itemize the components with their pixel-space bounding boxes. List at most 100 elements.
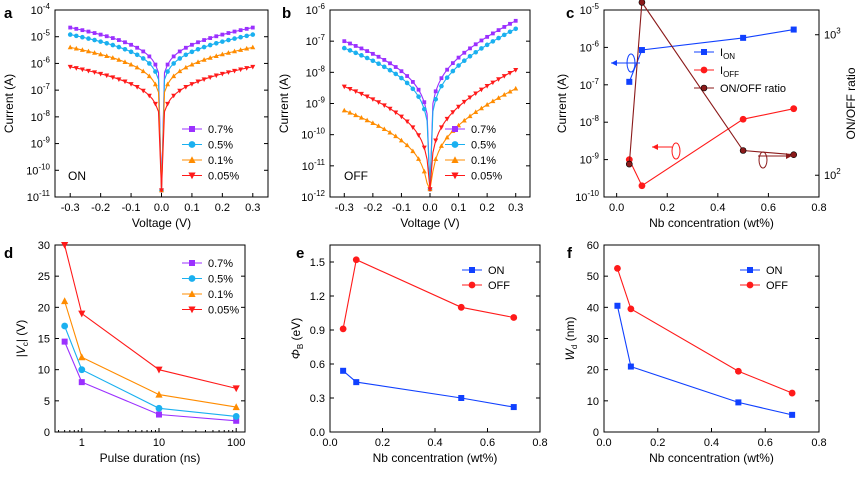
data-point-a-3 bbox=[183, 85, 189, 90]
data-point-a-0 bbox=[250, 25, 255, 30]
x-tick-label-d: 100 bbox=[227, 437, 245, 449]
y-axis-label-c: Current (A) bbox=[555, 74, 569, 133]
data-point-b-2 bbox=[473, 109, 479, 115]
y-tick-label-f: 0 bbox=[593, 427, 599, 439]
y-tick-label-d: 10 bbox=[38, 365, 50, 377]
data-point-b-1 bbox=[450, 68, 456, 74]
y-tick-label-e: 0.3 bbox=[310, 393, 325, 405]
x-tick-label-f: 0.8 bbox=[811, 437, 826, 449]
data-point-a-1 bbox=[244, 33, 249, 39]
data-point-b-3 bbox=[473, 91, 479, 97]
data-point-a-1 bbox=[189, 49, 195, 55]
data-point-a-1 bbox=[220, 39, 225, 44]
data-point-d-2 bbox=[155, 390, 163, 398]
y-tick-label-e: 0.0 bbox=[310, 427, 325, 439]
data-point-a-1 bbox=[74, 33, 79, 39]
data-point-b-3 bbox=[353, 89, 359, 95]
data-point-d-3 bbox=[155, 366, 163, 374]
legend-marker-d-1 bbox=[188, 275, 196, 282]
data-point-b-0 bbox=[359, 46, 364, 51]
data-point-a-1 bbox=[92, 37, 97, 43]
data-point-b-2 bbox=[421, 168, 427, 174]
data-point-b-2 bbox=[444, 134, 450, 140]
axes-frame-e bbox=[329, 244, 541, 433]
legend-label-d-1: 0.5% bbox=[208, 274, 233, 286]
series-line-c-2 bbox=[628, 0, 794, 165]
data-point-a-2 bbox=[189, 61, 195, 67]
legend-marker-b-2 bbox=[451, 156, 459, 163]
data-point-f-1 bbox=[614, 264, 621, 272]
data-point-a-3 bbox=[189, 82, 195, 87]
data-point-a-1 bbox=[80, 34, 85, 40]
data-point-b-3 bbox=[478, 87, 484, 93]
x-tick-label-c: 0.6 bbox=[761, 202, 776, 214]
data-point-b-3 bbox=[364, 94, 370, 100]
data-point-b-1 bbox=[416, 94, 421, 99]
data-point-d-0 bbox=[78, 379, 85, 386]
data-point-b-3 bbox=[501, 74, 507, 79]
data-point-a-2 bbox=[110, 55, 116, 60]
annotation-b: OFF bbox=[344, 169, 368, 183]
data-point-d-3 bbox=[78, 310, 86, 318]
data-point-b-1 bbox=[444, 75, 450, 80]
data-point-d-1 bbox=[78, 366, 86, 374]
x-tick-label-c: 0.8 bbox=[811, 202, 826, 214]
x-tick-label-c: 0.4 bbox=[710, 202, 725, 214]
y2-axis-label-c: ON/OFF ratio bbox=[844, 67, 858, 139]
data-point-b-2 bbox=[381, 126, 387, 132]
legend-marker-a-3 bbox=[188, 172, 196, 180]
data-point-a-2 bbox=[79, 47, 85, 52]
x-tick-label-b: -0.3 bbox=[335, 202, 354, 214]
data-point-f-0 bbox=[735, 399, 742, 406]
legend-marker-a-1 bbox=[188, 141, 196, 148]
legend-marker-e-0 bbox=[469, 267, 475, 273]
data-point-a-3 bbox=[67, 64, 73, 70]
data-point-a-3 bbox=[140, 88, 146, 94]
legend-label-b-0: 0.7% bbox=[471, 124, 496, 136]
legend-label-d-2: 0.1% bbox=[208, 289, 233, 301]
data-point-b-0 bbox=[490, 31, 495, 36]
data-point-a-2 bbox=[128, 61, 134, 67]
data-point-a-0 bbox=[244, 26, 249, 31]
data-point-a-1 bbox=[238, 34, 243, 40]
y-tick-label-e: 0.6 bbox=[310, 359, 325, 371]
axis-indicator-ellipse-ioff bbox=[671, 142, 681, 160]
data-point-b-0 bbox=[365, 49, 370, 53]
data-point-a-1 bbox=[116, 44, 122, 50]
series-line-c-0 bbox=[628, 29, 794, 83]
data-point-e-0 bbox=[340, 367, 347, 374]
legend-label-f-0: ON bbox=[766, 265, 783, 277]
data-point-c-2 bbox=[638, 0, 646, 6]
data-point-a-2 bbox=[250, 44, 256, 50]
legend-marker-c-2 bbox=[700, 84, 708, 92]
data-point-a-2 bbox=[183, 64, 189, 70]
y-tick-label-e: 1.5 bbox=[310, 257, 325, 269]
data-point-a-2 bbox=[171, 73, 177, 79]
data-point-b-3 bbox=[376, 100, 382, 105]
data-point-f-0 bbox=[789, 411, 796, 418]
y-tick-label-f: 50 bbox=[587, 271, 599, 283]
y-tick-label-c: 10-10 bbox=[575, 189, 599, 204]
x-tick-label-e: 0.4 bbox=[427, 437, 442, 449]
legend-marker-b-0 bbox=[452, 126, 458, 132]
data-point-b-2 bbox=[490, 98, 496, 104]
data-point-d-2 bbox=[78, 353, 86, 361]
x-tick-label-d: 10 bbox=[153, 437, 165, 449]
series-line-e-0 bbox=[342, 370, 514, 408]
data-point-a-1 bbox=[195, 46, 201, 52]
data-point-b-0 bbox=[456, 55, 461, 60]
legend-label-c-2: ON/OFF ratio bbox=[720, 83, 786, 95]
data-point-e-0 bbox=[510, 404, 517, 411]
data-point-b-3 bbox=[387, 106, 393, 112]
legend-label-a-1: 0.5% bbox=[208, 140, 233, 152]
data-point-c-2 bbox=[790, 151, 798, 159]
data-point-c-0 bbox=[638, 47, 645, 54]
y-tick-label-c: 10-7 bbox=[580, 77, 600, 92]
y-tick-label-a: 10-8 bbox=[31, 109, 51, 124]
x-axis-label-f: Nb concentration (wt%) bbox=[649, 451, 774, 465]
data-point-a-2 bbox=[238, 47, 244, 52]
panel-letter-a: a bbox=[4, 5, 13, 22]
series-line-e-1 bbox=[342, 258, 514, 330]
data-point-a-2 bbox=[104, 53, 110, 58]
data-point-b-1 bbox=[439, 83, 444, 89]
